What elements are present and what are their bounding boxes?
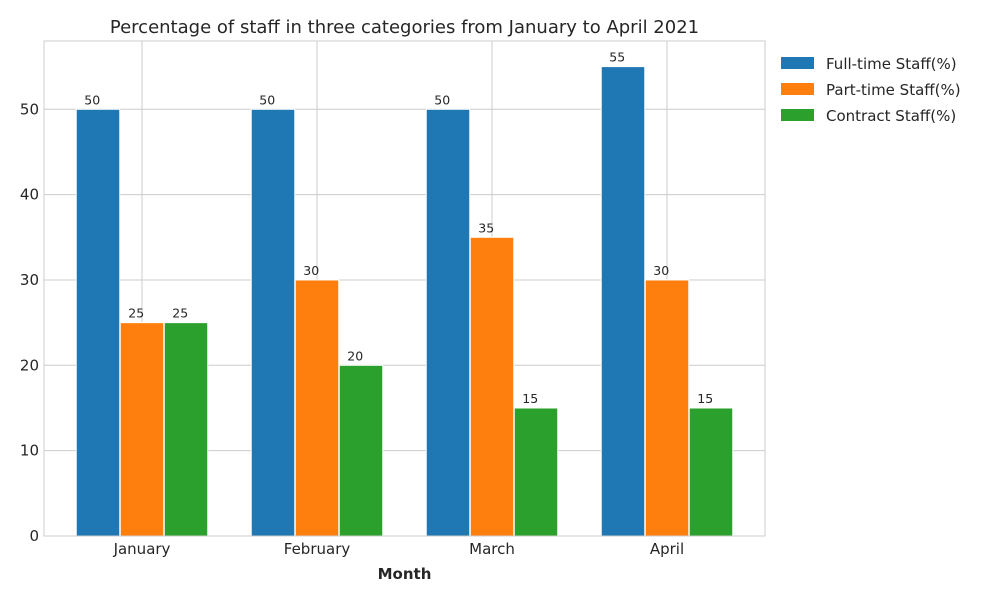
data-label: 20 [347,348,363,363]
bar-january-series-2 [119,322,165,537]
y-axis-ticks: 0 10 20 30 40 50 [20,100,39,545]
bar-march-series-1 [425,108,471,537]
data-label: 50 [84,92,100,107]
bars [75,66,734,537]
bar-april-series-1 [600,66,646,537]
data-label: 25 [172,306,188,321]
y-tick-label: 0 [29,527,39,545]
y-tick-label: 10 [20,442,39,460]
bar-march-series-3 [513,407,559,537]
legend-swatch [781,57,814,69]
y-tick-label: 50 [20,100,39,118]
data-label: 15 [522,391,538,406]
legend-swatch [781,109,814,121]
bar-march-series-2 [469,236,515,537]
plot-frame [43,40,766,537]
bar-april-series-3 [688,407,734,537]
x-tick-label: March [469,540,515,558]
data-label: 50 [434,92,450,107]
legend-label: Full-time Staff(%) [826,55,957,73]
chart-title: Percentage of staff in three categories … [110,17,699,38]
data-label: 25 [128,306,144,321]
data-labels: 50 25 25 50 30 20 50 35 15 55 30 15 [84,50,713,406]
bar-january-series-3 [163,322,209,537]
bar-february-series-2 [294,279,340,537]
legend-label: Part-time Staff(%) [826,81,961,99]
y-tick-label: 40 [20,186,39,204]
x-tick-label: February [284,540,351,558]
data-label: 35 [478,220,494,235]
x-axis-label: Month [378,565,432,583]
x-axis-ticks: January February March April [113,540,685,558]
bar-january-series-1 [75,108,121,537]
data-label: 55 [609,50,625,65]
data-label: 50 [259,92,275,107]
data-label: 15 [697,391,713,406]
x-tick-label: April [650,540,684,558]
x-tick-label: January [113,540,171,558]
bar-february-series-1 [250,108,296,537]
legend: Full-time Staff(%) Part-time Staff(%) Cont… [781,55,961,125]
bar-february-series-3 [338,364,384,537]
bar-april-series-2 [644,279,690,537]
legend-label: Contract Staff(%) [826,107,956,125]
y-tick-label: 20 [20,356,39,374]
legend-swatch [781,83,814,95]
data-label: 30 [303,263,319,278]
y-tick-label: 30 [20,271,39,289]
data-label: 30 [653,263,669,278]
